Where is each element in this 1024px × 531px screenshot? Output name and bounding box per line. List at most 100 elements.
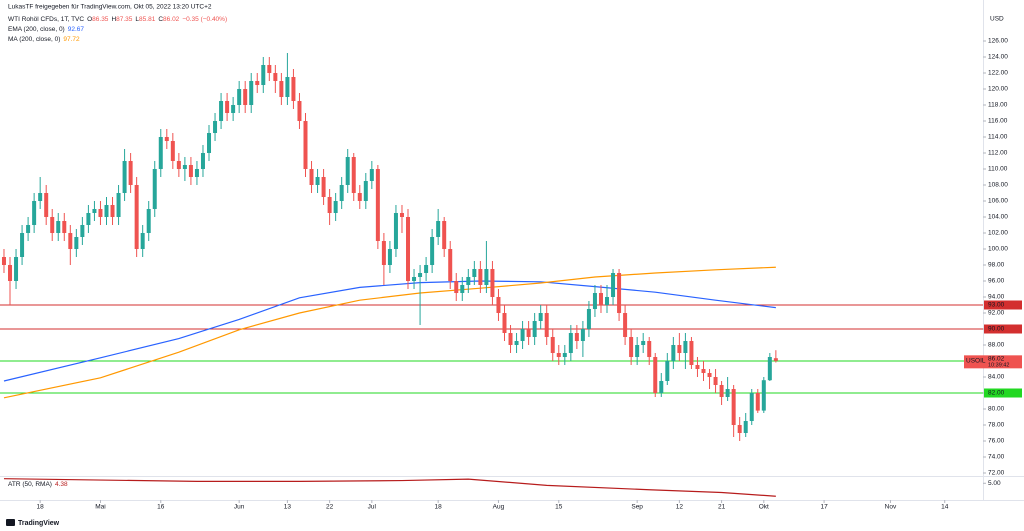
- y-tick-label: 114.00: [988, 134, 1008, 141]
- candle-body: [568, 333, 573, 353]
- candle-body: [562, 353, 567, 357]
- candle-body: [351, 157, 356, 193]
- candle-body: [194, 169, 199, 177]
- candle-body: [128, 161, 133, 185]
- ohlc-value: 86.02: [163, 16, 180, 23]
- candle-body: [68, 233, 73, 249]
- x-tick-label: Mai: [95, 504, 105, 511]
- candle-body: [122, 161, 127, 193]
- candle-body: [520, 329, 525, 341]
- ohlc-key: O: [87, 16, 92, 23]
- ohlc-value: 87.35: [116, 16, 133, 23]
- atr-line: [3, 478, 776, 497]
- candle-body: [508, 333, 513, 345]
- atr-name: ATR (50, RMA): [8, 481, 52, 488]
- symbol-legend: WTI Rohöl CFDs, 1T, TVC O86.35 H87.35 L85.8…: [8, 16, 227, 23]
- y-tick-label: 118.00: [988, 102, 1008, 109]
- candle-body: [623, 313, 628, 337]
- candle-body: [327, 197, 332, 213]
- y-tick-label: 72.00: [988, 470, 1005, 477]
- x-tick-label: Jun: [234, 504, 245, 511]
- atr-tick-label: 5.00: [988, 480, 1001, 487]
- candle-body: [291, 77, 296, 101]
- candle-body: [761, 380, 766, 411]
- y-tick-label: 92.00: [988, 310, 1005, 317]
- candle-body: [363, 181, 368, 201]
- candle-body: [611, 273, 616, 297]
- x-tick-label: Sep: [631, 504, 643, 511]
- candle-body: [225, 101, 230, 113]
- candle-body: [683, 341, 688, 353]
- atr-legend: ATR (50, RMA) 4.38: [8, 481, 68, 488]
- candle-body: [309, 169, 314, 185]
- candle-body: [375, 169, 380, 241]
- y-tick-label: 106.00: [988, 198, 1008, 205]
- candle-body: [237, 89, 242, 105]
- candle-body: [598, 293, 603, 305]
- candle-body: [689, 341, 694, 365]
- candle-body: [737, 425, 742, 433]
- y-tick-label: 74.00: [988, 454, 1005, 461]
- ohlc-key: L: [135, 16, 139, 23]
- candle-body: [767, 357, 772, 381]
- x-tick-label: 18: [435, 504, 443, 511]
- candle-body: [321, 177, 326, 197]
- candle-body: [152, 169, 157, 209]
- level-label: 90.00: [988, 326, 1005, 333]
- y-tick-label: 98.00: [988, 262, 1005, 269]
- candle-body: [418, 273, 423, 277]
- candle-body: [629, 337, 634, 357]
- candle-body: [635, 345, 640, 357]
- candle-body: [32, 201, 37, 225]
- candle-body: [478, 269, 483, 285]
- level-tag: [984, 300, 1022, 310]
- candle-body: [333, 201, 338, 213]
- candle-body: [110, 205, 115, 217]
- candle-body: [158, 137, 163, 169]
- level-label: 82.00: [988, 390, 1005, 397]
- x-tick-label: Aug: [493, 504, 505, 511]
- y-tick-label: 124.00: [988, 54, 1008, 61]
- candle-body: [134, 185, 139, 249]
- candle-body: [641, 341, 646, 345]
- candle-body: [731, 389, 736, 425]
- candle-body: [526, 329, 531, 337]
- candle-body: [8, 265, 13, 281]
- y-tick-label: 110.00: [988, 166, 1008, 173]
- candle-body: [170, 141, 175, 161]
- symbol-name: WTI Rohöl CFDs, 1T, TVC: [8, 16, 84, 23]
- candle-body: [701, 369, 706, 373]
- candle-body: [430, 237, 435, 265]
- candle-body: [231, 105, 236, 113]
- candle-body: [719, 385, 724, 397]
- candle-body: [406, 217, 411, 281]
- y-tick-label: 108.00: [988, 182, 1008, 189]
- candle-body: [707, 373, 712, 377]
- y-tick-label: 84.00: [988, 374, 1005, 381]
- candle-body: [357, 193, 362, 201]
- candle-body: [116, 193, 121, 217]
- candle-body: [249, 81, 254, 105]
- ohlc-key: C: [158, 16, 163, 23]
- candle-body: [749, 393, 754, 421]
- candle-body: [490, 269, 495, 297]
- candle-body: [713, 377, 718, 385]
- candle-body: [279, 81, 284, 97]
- candle-body: [74, 237, 79, 249]
- candle-body: [146, 209, 151, 233]
- candle-body: [20, 233, 25, 257]
- candle-body: [213, 121, 218, 133]
- candle-body: [773, 358, 778, 361]
- brand-logo: [6, 519, 15, 526]
- last-price: 86.02: [988, 356, 1005, 363]
- candle-body: [466, 277, 471, 285]
- candle-body: [80, 225, 85, 237]
- candle-body: [164, 137, 169, 141]
- ohlc-value: 86.35: [92, 16, 109, 23]
- candle-body: [104, 205, 109, 217]
- x-tick-label: 14: [941, 504, 949, 511]
- currency: USD: [990, 16, 1004, 23]
- level-tag: [984, 324, 1022, 334]
- candle-body: [303, 121, 308, 169]
